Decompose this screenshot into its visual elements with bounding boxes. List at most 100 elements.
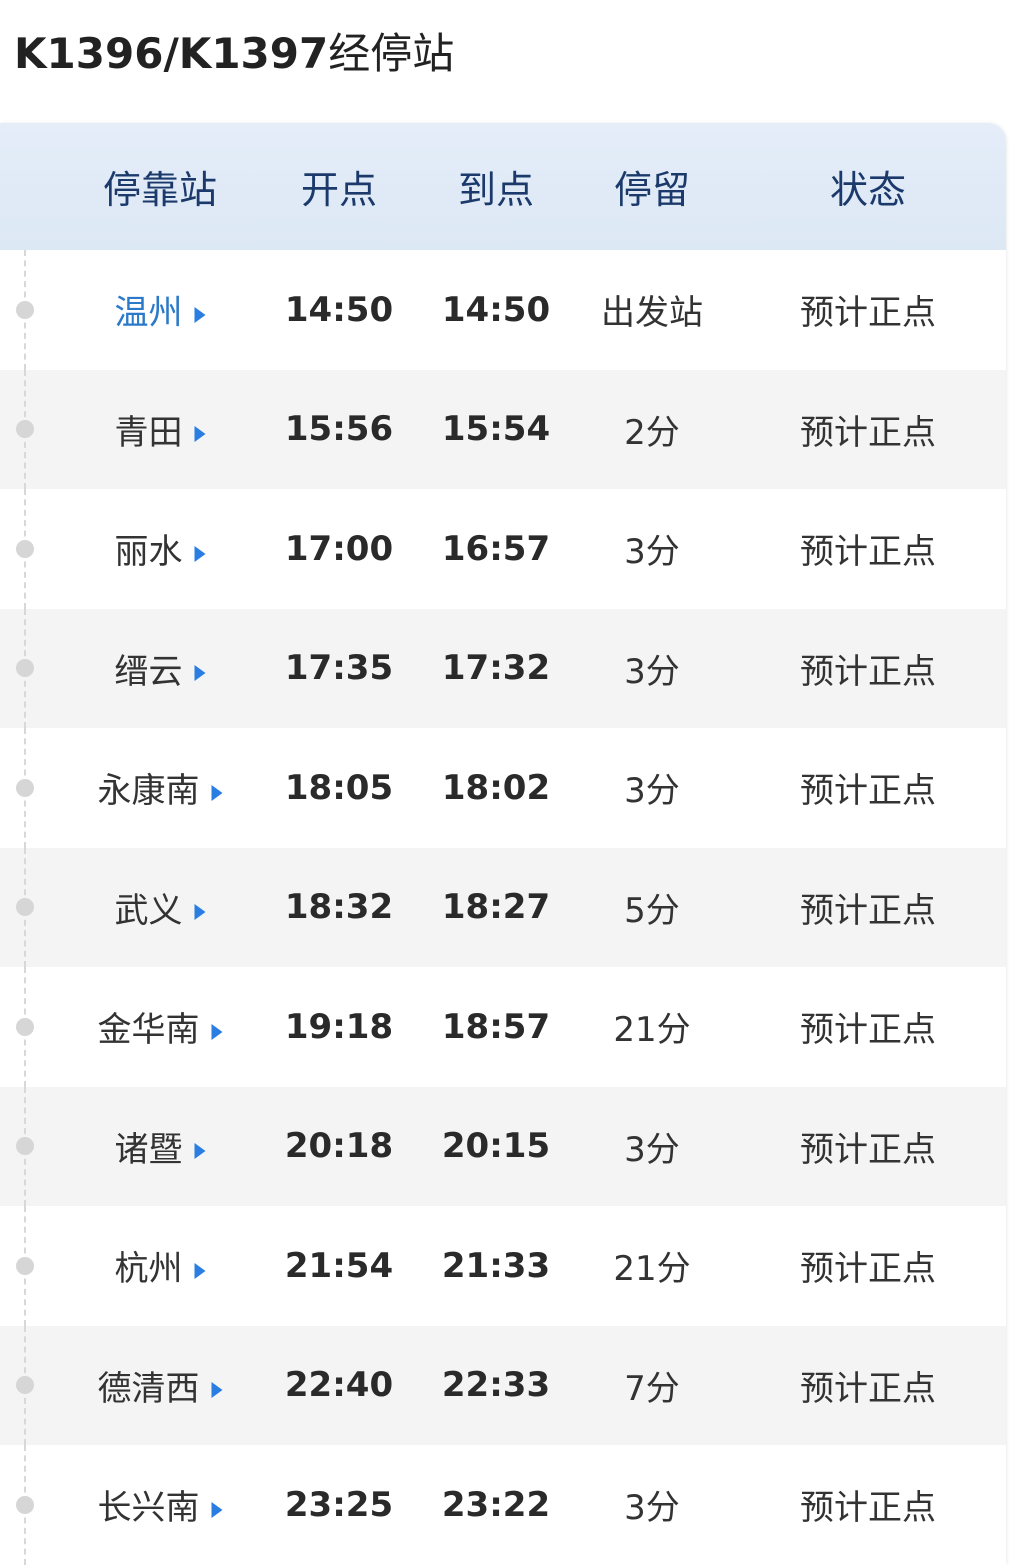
timeline-dot-icon: [16, 659, 34, 678]
arrive-time: 20:15: [441, 1126, 551, 1167]
status-text: 预计正点: [800, 1249, 936, 1290]
depart-time: 15:56: [284, 409, 394, 450]
table-row[interactable]: 德清西 22:40 22:33 7分 预计正点: [0, 1325, 1006, 1445]
table-body: 温州 14:50 14:50 出发站 预计正点 青田 15:56 15:54 2分 预计正点 丽水 1…: [0, 250, 1006, 1565]
arrive-time: 18:57: [441, 1006, 551, 1047]
timeline-dot-icon: [16, 898, 34, 917]
play-triangle-icon: [211, 1023, 223, 1040]
depart-time: 18:05: [284, 767, 394, 808]
depart-time: 20:18: [284, 1126, 394, 1167]
arrive-time: 15:54: [441, 409, 551, 450]
table-header: 停靠站 开点 到点 停留 状态: [0, 123, 1006, 250]
status-text: 预计正点: [800, 890, 936, 931]
table-row[interactable]: 武义 18:32 18:27 5分 预计正点: [0, 847, 1006, 967]
status-text: 预计正点: [800, 532, 936, 573]
station-link[interactable]: 青田: [115, 405, 206, 454]
status-text: 预计正点: [800, 412, 936, 453]
stop-duration: 3分: [624, 1488, 680, 1529]
timeline-dot-icon: [16, 1256, 34, 1275]
timeline-dot-icon: [16, 1376, 34, 1395]
header-arrive: 到点: [457, 168, 535, 212]
station-name: 金华南: [97, 1010, 200, 1051]
station-link[interactable]: 温州: [115, 285, 206, 334]
stop-duration: 2分: [624, 412, 680, 453]
header-depart: 开点: [300, 168, 378, 212]
train-number: K1396/K1397: [14, 29, 329, 78]
page-title: K1396/K1397经停站: [14, 20, 454, 81]
table-row[interactable]: 杭州 21:54 21:33 21分 预计正点: [0, 1206, 1006, 1326]
arrive-time: 16:57: [441, 528, 551, 569]
status-text: 预计正点: [800, 651, 936, 692]
station-name: 武义: [114, 890, 183, 931]
play-triangle-icon: [211, 784, 223, 801]
play-triangle-icon: [194, 545, 206, 562]
status-text: 预计正点: [800, 1129, 936, 1170]
title-suffix: 经停站: [328, 29, 455, 78]
depart-time: 17:00: [284, 528, 394, 569]
table-row[interactable]: 丽水 17:00 16:57 3分 预计正点: [0, 489, 1006, 609]
stop-duration: 3分: [624, 1129, 680, 1170]
table-row[interactable]: 长兴南 23:25 23:22 3分 预计正点: [0, 1445, 1006, 1565]
status-text: 预计正点: [800, 293, 936, 334]
station-link[interactable]: 永康南: [98, 763, 223, 812]
play-triangle-icon: [194, 665, 206, 682]
station-name: 丽水: [114, 532, 183, 573]
play-triangle-icon: [194, 426, 206, 443]
depart-time: 22:40: [284, 1365, 394, 1406]
stops-table: 停靠站 开点 到点 停留 状态 温州 14:50 14:50 出发站 预计正点 青田 15:…: [0, 123, 1006, 1565]
station-link[interactable]: 丽水: [115, 524, 206, 573]
station-name: 长兴南: [97, 1488, 200, 1529]
stop-duration: 出发站: [601, 293, 703, 334]
stop-duration: 21分: [613, 1010, 691, 1051]
station-name: 温州: [114, 293, 183, 334]
play-triangle-icon: [194, 1262, 206, 1279]
stop-duration: 7分: [624, 1368, 680, 1409]
header-status: 状态: [829, 168, 907, 212]
stop-duration: 3分: [624, 771, 680, 812]
station-link[interactable]: 缙云: [115, 644, 206, 693]
depart-time: 14:50: [284, 289, 394, 330]
play-triangle-icon: [211, 1501, 223, 1518]
timeline-dot-icon: [16, 539, 34, 558]
depart-time: 21:54: [284, 1245, 394, 1286]
stop-duration: 3分: [624, 532, 680, 573]
table-row[interactable]: 诸暨 20:18 20:15 3分 预计正点: [0, 1086, 1006, 1206]
arrive-time: 22:33: [441, 1365, 551, 1406]
play-triangle-icon: [194, 306, 206, 323]
station-link[interactable]: 武义: [115, 883, 206, 932]
depart-time: 23:25: [284, 1484, 394, 1525]
arrive-time: 18:02: [441, 767, 551, 808]
status-text: 预计正点: [800, 1010, 936, 1051]
stop-duration: 3分: [624, 651, 680, 692]
header-station: 停靠站: [102, 168, 218, 212]
table-row[interactable]: 青田 15:56 15:54 2分 预计正点: [0, 369, 1006, 489]
table-row[interactable]: 缙云 17:35 17:32 3分 预计正点: [0, 608, 1006, 728]
header-stop: 停留: [613, 168, 691, 212]
table-row[interactable]: 金华南 19:18 18:57 21分 预计正点: [0, 967, 1006, 1087]
station-link[interactable]: 金华南: [98, 1002, 223, 1051]
timeline-dot-icon: [16, 300, 34, 319]
station-name: 德清西: [97, 1368, 200, 1409]
station-name: 杭州: [114, 1249, 183, 1290]
depart-time: 17:35: [284, 648, 394, 689]
play-triangle-icon: [211, 1382, 223, 1399]
play-triangle-icon: [194, 1143, 206, 1160]
arrive-time: 14:50: [441, 289, 551, 330]
station-link[interactable]: 杭州: [115, 1241, 206, 1290]
status-text: 预计正点: [800, 1368, 936, 1409]
table-row[interactable]: 温州 14:50 14:50 出发站 预计正点: [0, 250, 1006, 370]
station-link[interactable]: 长兴南: [98, 1480, 223, 1529]
station-name: 诸暨: [114, 1129, 183, 1170]
table-row[interactable]: 永康南 18:05 18:02 3分 预计正点: [0, 728, 1006, 848]
station-name: 永康南: [97, 771, 200, 812]
timeline-dot-icon: [16, 1495, 34, 1514]
timeline-dot-icon: [16, 1137, 34, 1156]
stop-duration: 21分: [613, 1249, 691, 1290]
status-text: 预计正点: [800, 771, 936, 812]
station-link[interactable]: 德清西: [98, 1361, 223, 1410]
station-link[interactable]: 诸暨: [115, 1122, 206, 1171]
arrive-time: 23:22: [441, 1484, 551, 1525]
arrive-time: 17:32: [441, 648, 551, 689]
station-name: 青田: [114, 412, 183, 453]
stop-duration: 5分: [624, 890, 680, 931]
